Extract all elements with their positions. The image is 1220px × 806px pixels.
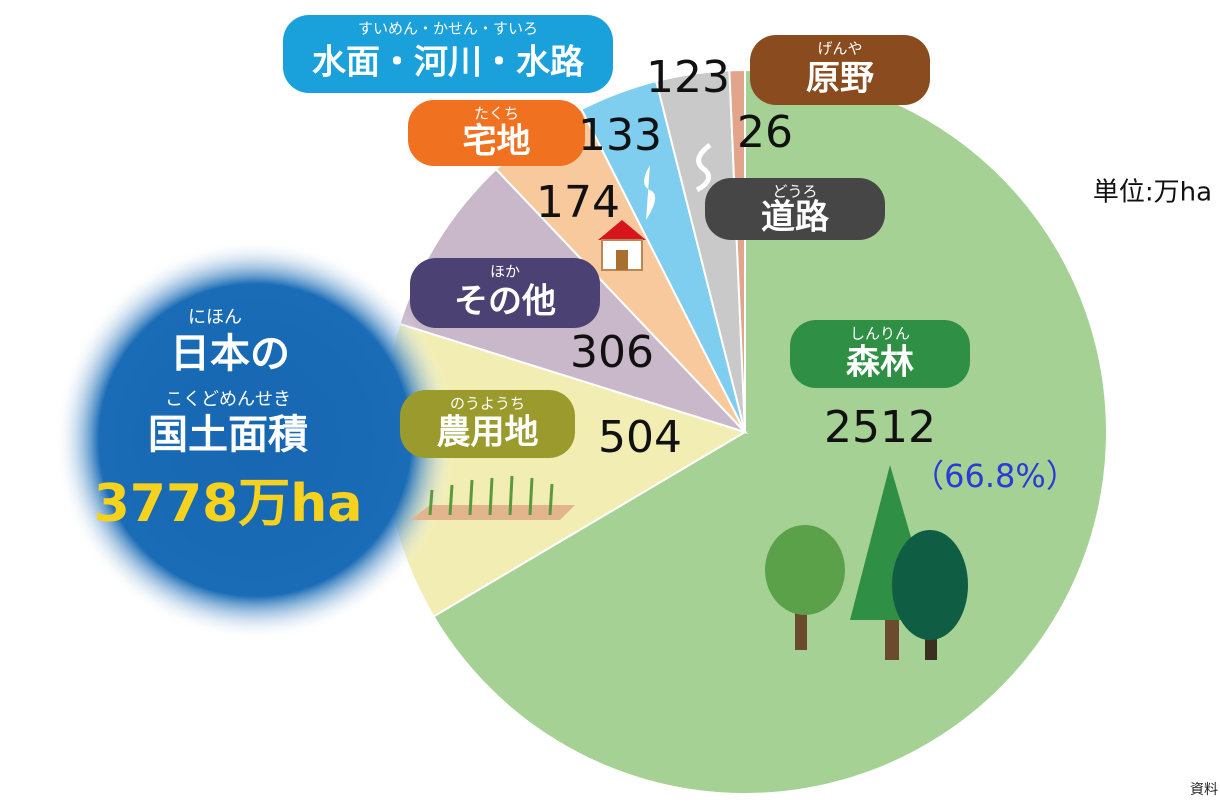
center-reading: こくどめんせき [165, 389, 291, 410]
category-label: 道路 [761, 198, 830, 238]
source: 資料 [1190, 782, 1218, 798]
pie-slice [728, 68, 746, 433]
house-icon [598, 220, 646, 271]
label-badge [408, 100, 585, 166]
label-badge [283, 15, 613, 93]
center-text: 日本の [170, 331, 290, 377]
label-badge [400, 390, 575, 458]
label-badge [410, 258, 600, 328]
water-drop [644, 165, 656, 220]
category-reading: のうようち [450, 395, 525, 413]
center-reading: にほん [188, 307, 242, 328]
value-label: 306 [570, 327, 654, 378]
value-label: 174 [536, 177, 620, 228]
center-total: 3778万ha [94, 474, 363, 534]
value-label: 133 [578, 110, 662, 161]
trees-icon [765, 465, 968, 660]
category-reading: たくち [474, 105, 519, 123]
category-label: 原野 [806, 59, 874, 99]
label-badge [750, 35, 930, 105]
category-reading: すいめん・かせん・すいろ [358, 20, 538, 38]
value-label: 26 [737, 107, 793, 158]
percent-annotation: （66.8%） [912, 457, 1078, 495]
category-label: 農用地 [437, 413, 539, 453]
field-icon [410, 475, 575, 520]
category-label: 宅地 [463, 122, 531, 162]
center-text: 国土面積 [148, 412, 308, 458]
category-reading: どうろ [772, 183, 817, 201]
total-circle [55, 240, 455, 640]
category-label: 森林 [846, 343, 914, 383]
value-label: 504 [598, 412, 682, 463]
road-icon [695, 143, 712, 193]
value-label: 2512 [824, 402, 936, 453]
category-label: 水面・河川・水路 [312, 43, 585, 83]
category-label: その他 [454, 282, 556, 322]
value-label: 123 [646, 52, 730, 103]
category-reading: げんや [817, 40, 862, 58]
label-badge [705, 178, 885, 240]
category-reading: ほか [490, 263, 520, 281]
unit-label: 単位:万ha [1093, 178, 1212, 208]
category-reading: しんりん [850, 325, 910, 343]
label-badge [790, 320, 970, 388]
